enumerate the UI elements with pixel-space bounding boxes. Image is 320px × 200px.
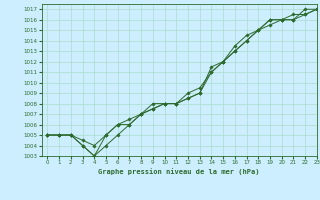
X-axis label: Graphe pression niveau de la mer (hPa): Graphe pression niveau de la mer (hPa): [99, 168, 260, 175]
